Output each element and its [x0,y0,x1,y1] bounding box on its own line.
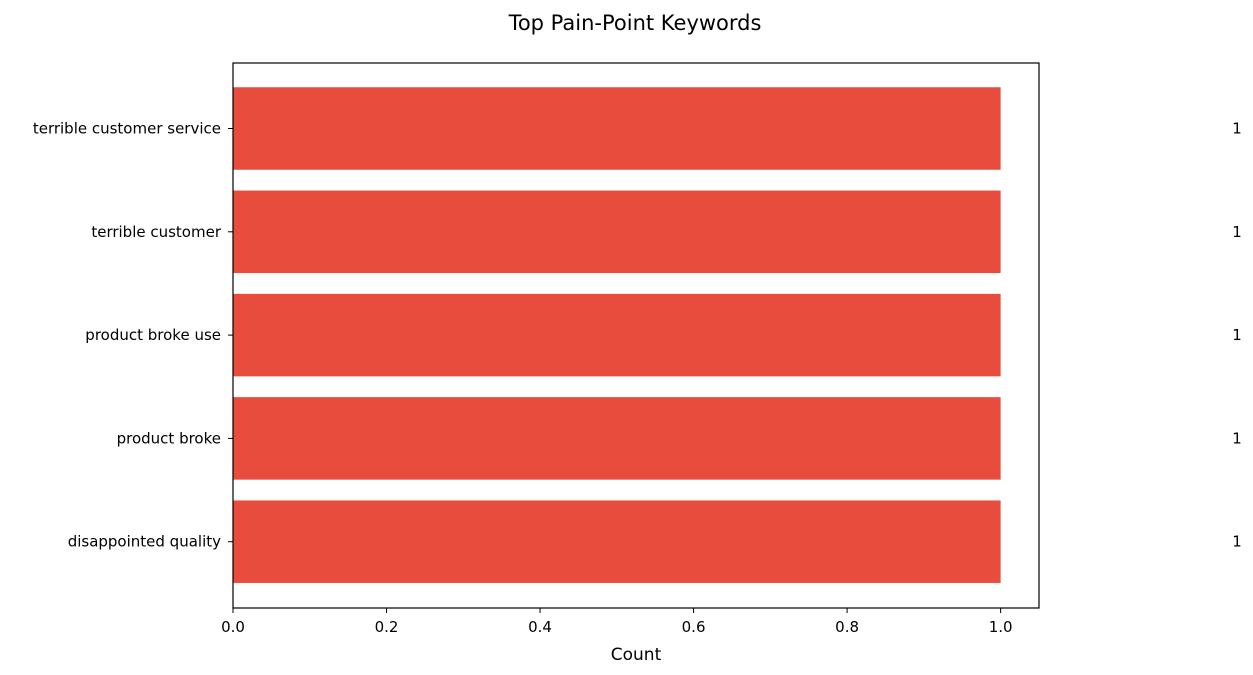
x-axis-label: Count [611,645,662,665]
x-tick-label: 0.8 [835,618,859,636]
y-axis-ticks: terrible customer service terrible custom… [33,120,233,551]
x-tick-label: 0.2 [375,618,399,636]
x-tick-label: 0.0 [221,618,245,636]
x-tick-label: 1.0 [989,618,1013,636]
y-tick-label: terrible customer [91,223,222,241]
bar-value-label: 1 [1232,223,1242,241]
bar-value-label: 1 [1232,326,1242,344]
chart-title: Top Pain-Point Keywords [508,11,762,35]
x-tick-label: 0.6 [682,618,706,636]
y-tick-label: product broke [117,429,221,447]
y-tick-label: product broke use [85,326,221,344]
bar [233,87,1001,170]
bar [233,397,1001,480]
bar-value-label: 1 [1232,120,1242,138]
x-tick-label: 0.4 [528,618,552,636]
bar-value-label: 1 [1232,533,1242,551]
bars-layer [233,87,1001,583]
value-labels-layer: 1 1 1 1 1 [1232,120,1242,551]
bar-value-label: 1 [1232,429,1242,447]
bar [233,190,1001,274]
x-axis-ticks: 0.0 0.2 0.4 0.6 0.8 1.0 [221,608,1013,636]
y-tick-label: terrible customer service [33,120,221,138]
y-tick-label: disappointed quality [68,533,221,551]
bar [233,500,1001,583]
plot-frame [232,62,1040,609]
bar [233,293,1001,377]
